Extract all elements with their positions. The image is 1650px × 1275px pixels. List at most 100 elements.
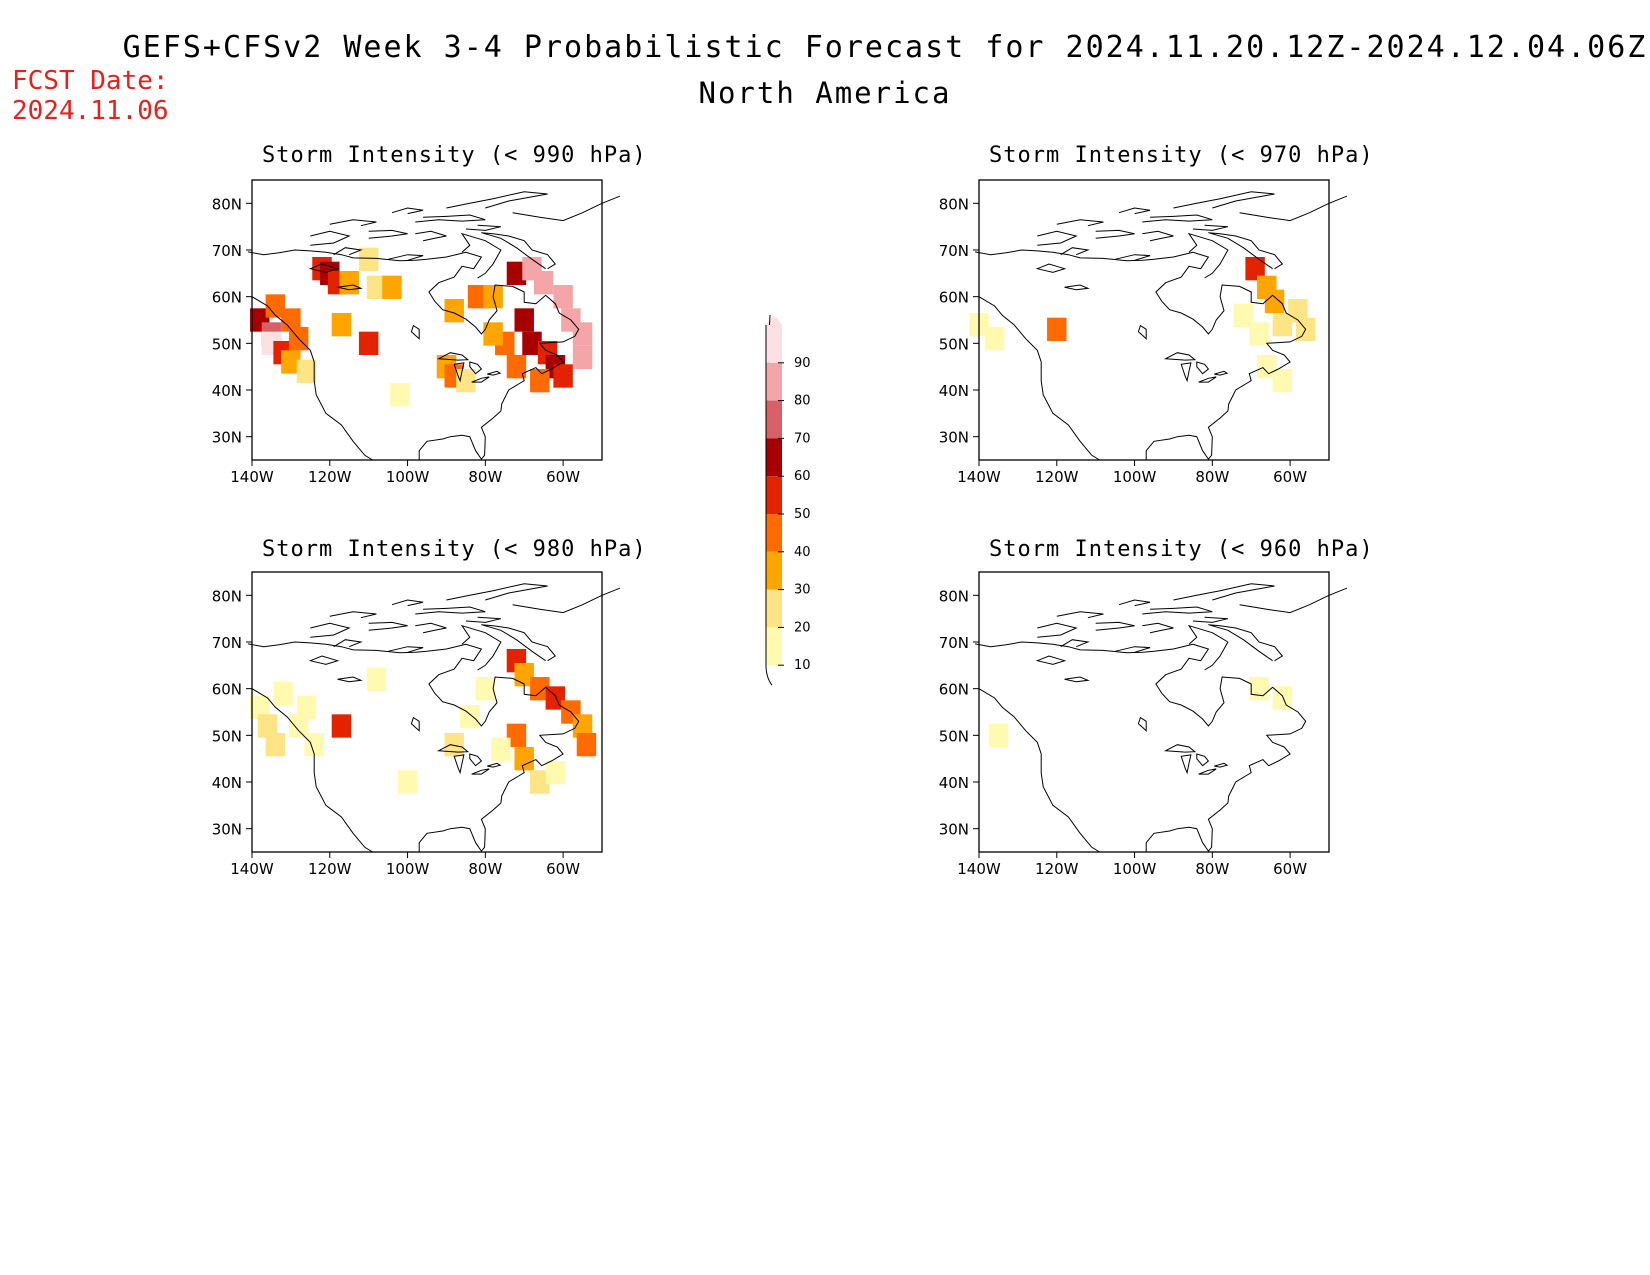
lake-outline [1214, 762, 1229, 768]
coastline-segment [465, 616, 502, 623]
coastline-segment [460, 624, 502, 671]
prob-cell [1047, 317, 1067, 341]
prob-cell [514, 747, 534, 771]
lon-tick-label: 80W [1195, 860, 1229, 878]
lake-outline [469, 361, 483, 375]
lake-outline [337, 284, 363, 291]
coastline-segment [248, 641, 580, 852]
prob-cell [1249, 322, 1269, 346]
lake-outline [1035, 655, 1067, 665]
prob-cell [1245, 257, 1265, 281]
prob-cell [444, 733, 464, 757]
lake-outline [308, 263, 340, 273]
prob-cell [506, 723, 527, 747]
prob-cell [250, 695, 270, 719]
prob-cell [988, 723, 1009, 747]
lat-tick-label: 70N [939, 242, 969, 260]
prob-cell [331, 313, 352, 337]
lon-tick-label: 60W [1273, 860, 1307, 878]
colorbar-segment [766, 514, 782, 552]
lat-tick-label: 80N [212, 195, 242, 213]
lake-outline [1180, 754, 1192, 775]
coastline-segment [1095, 229, 1135, 239]
probability-field [250, 649, 597, 794]
prob-cell [475, 677, 496, 701]
prob-cell [460, 705, 480, 729]
lake-outline [1196, 753, 1210, 767]
prob-cell [358, 247, 379, 271]
page-title: GEFS+CFSv2 Week 3-4 Probabilistic Foreca… [122, 30, 1648, 65]
panel-title-970: Storm Intensity (< 970 hPa) [989, 143, 1374, 168]
coastline-segment [1142, 606, 1213, 615]
coastline-segment [1192, 224, 1229, 231]
prob-cell [304, 733, 324, 757]
map-frame [251, 179, 603, 461]
map-panel-990: 80N 70N 60N 50N 40N 30N 140W 120W 100W 80W 60W [212, 179, 620, 486]
coastline-segment [978, 296, 1100, 461]
map-frame [251, 571, 603, 853]
probability-field [969, 257, 1316, 393]
prob-cell [1272, 313, 1293, 337]
lon-tick-label: 120W [1035, 468, 1079, 486]
prob-cell [467, 285, 488, 309]
lake-outline [410, 716, 420, 732]
prob-cell [530, 770, 550, 794]
lon-tick-label: 120W [308, 860, 352, 878]
colorbar-tick-label: 40 [794, 545, 811, 560]
colorbar-tick-label: 90 [794, 356, 811, 371]
coastline-segment [1118, 599, 1151, 607]
lat-tick-label: 70N [212, 634, 242, 652]
lake-outline [436, 352, 470, 361]
lon-tick-label: 100W [1113, 468, 1157, 486]
map-frame [978, 571, 1330, 853]
coastline-segment [1114, 646, 1151, 653]
coastline-segment [1060, 247, 1090, 256]
prob-cell [572, 345, 593, 369]
coastline-segment [329, 611, 377, 619]
prob-cell [514, 663, 534, 687]
lake-outline [471, 376, 490, 383]
coastline-segment [1056, 611, 1104, 619]
region-subtitle: North America [698, 76, 952, 110]
prob-cell [265, 294, 286, 318]
lake-outline [337, 676, 363, 683]
coastline-segment [1173, 583, 1275, 601]
lat-tick-label: 30N [212, 821, 242, 839]
coastline-segment [248, 249, 580, 460]
lake-outline [453, 754, 465, 775]
coastline-segment [368, 621, 408, 631]
prob-cell [366, 275, 387, 299]
lake-outline [469, 753, 483, 767]
colorbar-segment [766, 438, 782, 477]
lon-tick-label: 60W [546, 860, 580, 878]
lake-outline [1163, 744, 1197, 753]
lake-outline [1163, 352, 1197, 361]
coastline-segment [446, 191, 548, 209]
coastline-segment [368, 229, 408, 239]
coastline [975, 583, 1347, 853]
colorbar-segment [766, 362, 782, 401]
coastline-segment [975, 641, 1307, 852]
coastline-segment [481, 232, 557, 270]
map-panel-960: 80N 70N 60N 50N 40N 30N 140W 120W 100W 80W 60W [939, 571, 1347, 878]
coastline-segment [1187, 624, 1229, 671]
colorbar-tick-label: 20 [794, 620, 811, 635]
colorbar-segment [766, 325, 782, 363]
colorbar-tick-label: 10 [794, 658, 811, 673]
coastline-segment [415, 230, 447, 242]
prob-cell [265, 733, 286, 757]
coastline-segment [415, 214, 486, 223]
lake-outline [1035, 263, 1067, 273]
coastline-segment [1173, 191, 1275, 209]
prob-cell [576, 733, 597, 757]
lat-tick-label: 60N [212, 681, 242, 699]
coastline-segment [1208, 232, 1284, 270]
coastline-segment [1142, 622, 1174, 634]
coastline [248, 191, 620, 461]
lon-tick-label: 100W [386, 860, 430, 878]
prob-cell [444, 299, 464, 323]
prob-cell [281, 350, 301, 374]
prob-cell [530, 677, 550, 701]
colorbar-tick-label: 70 [794, 431, 811, 446]
coastline-segment [251, 296, 373, 461]
